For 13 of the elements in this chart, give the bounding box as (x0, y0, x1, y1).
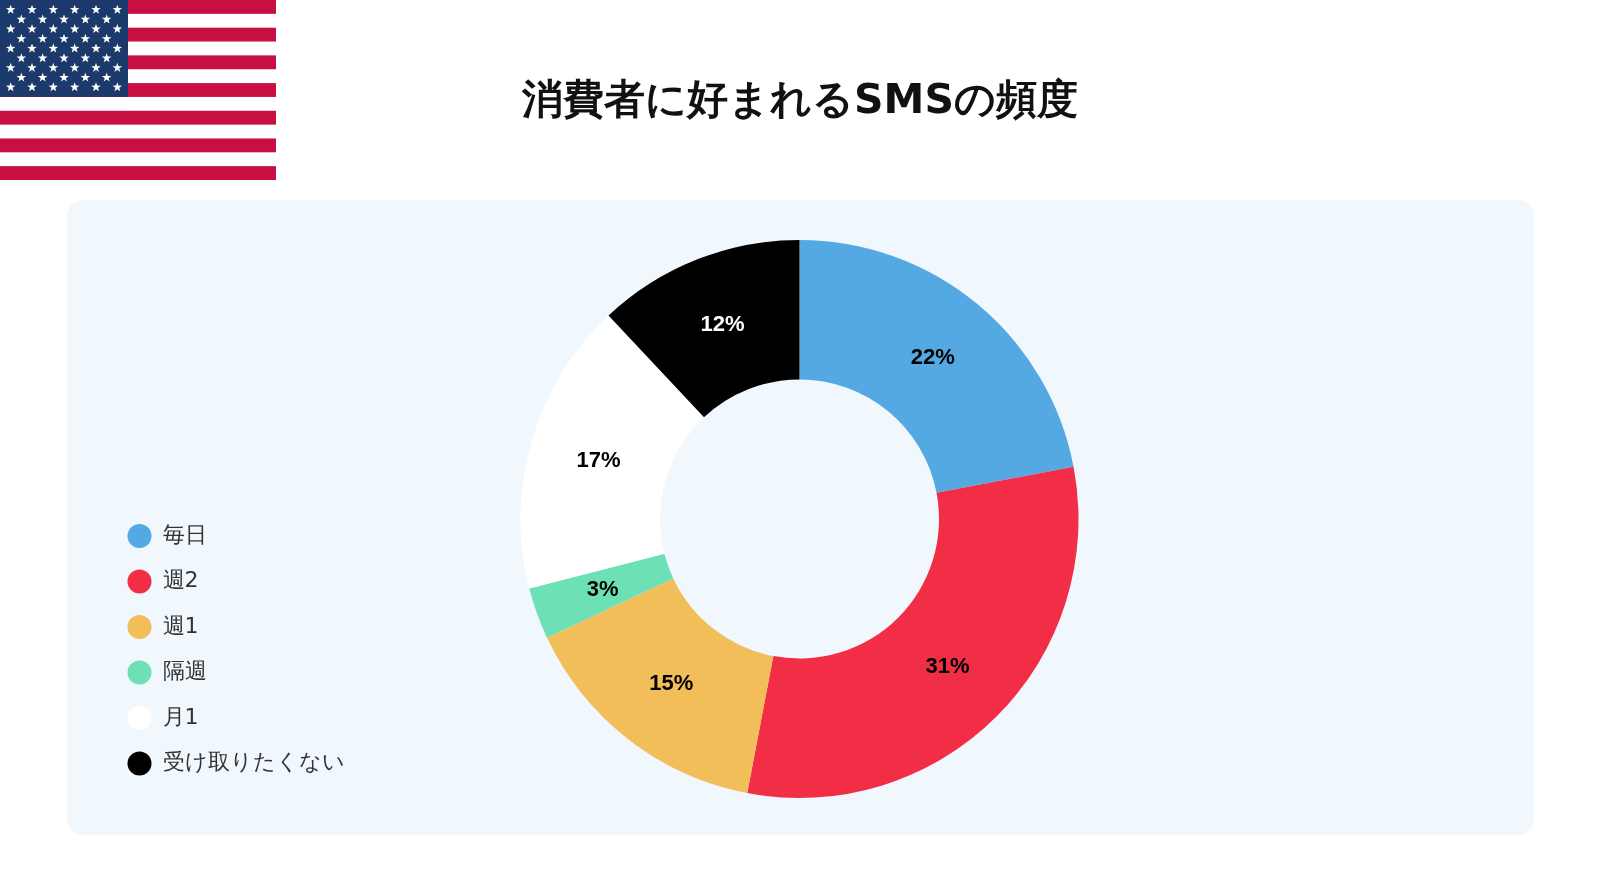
data-label: 15% (649, 670, 694, 696)
legend-label: 週1 (162, 612, 199, 638)
data-label: 17% (576, 446, 621, 472)
data-label: 3% (586, 575, 619, 601)
legend-label: 週2 (162, 567, 199, 593)
legend-label: 隔週 (162, 658, 207, 684)
chart-title: 消費者に好まれるSMSの頻度 (521, 74, 1079, 125)
legend-label: 月1 (162, 703, 199, 729)
data-label: 31% (925, 653, 970, 679)
legend-label: 毎日 (162, 521, 207, 547)
data-label: 12% (700, 310, 745, 336)
data-label: 22% (910, 343, 955, 369)
legend-label: 受け取りたくない (162, 749, 345, 775)
